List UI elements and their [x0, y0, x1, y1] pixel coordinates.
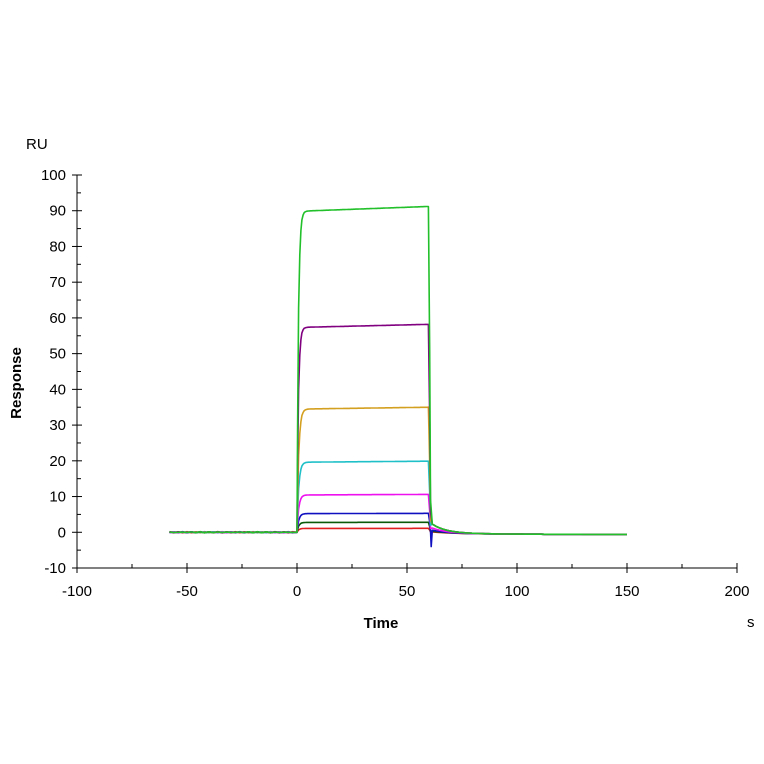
y-tick-label: 70	[49, 274, 66, 291]
y-tick-label: 10	[49, 489, 66, 506]
x-tick-label: 0	[293, 583, 301, 600]
sensorgram-curve-3	[169, 406, 627, 536]
x-tick-label: -100	[62, 583, 92, 600]
y-axis-title: Response	[8, 347, 25, 419]
y-tick-label: 40	[49, 381, 66, 398]
x-unit-label: s	[747, 614, 755, 631]
y-tick-label: 60	[49, 310, 66, 327]
sensorgram-curve-1	[169, 205, 627, 536]
y-tick-label: 0	[58, 524, 66, 541]
y-tick-label: 80	[49, 238, 66, 255]
sensorgram-curve-2	[169, 323, 627, 536]
y-tick-label: 100	[41, 167, 66, 184]
y-tick-label: 90	[49, 203, 66, 220]
x-tick-label: 150	[614, 583, 639, 600]
y-tick-label: 20	[49, 453, 66, 470]
sensorgram-curve-6	[169, 512, 627, 548]
y-tick-label: 50	[49, 346, 66, 363]
x-tick-label: 200	[724, 583, 749, 600]
y-tick-label: 30	[49, 417, 66, 434]
y-tick-label: -10	[44, 560, 66, 577]
sensorgram-curve-4	[169, 460, 627, 536]
x-tick-label: 50	[399, 583, 416, 600]
curves	[169, 205, 627, 548]
x-tick-label: -50	[176, 583, 198, 600]
x-tick-label: 100	[504, 583, 529, 600]
y-unit-label: RU	[26, 136, 48, 153]
x-axis-title: Time	[364, 615, 399, 632]
